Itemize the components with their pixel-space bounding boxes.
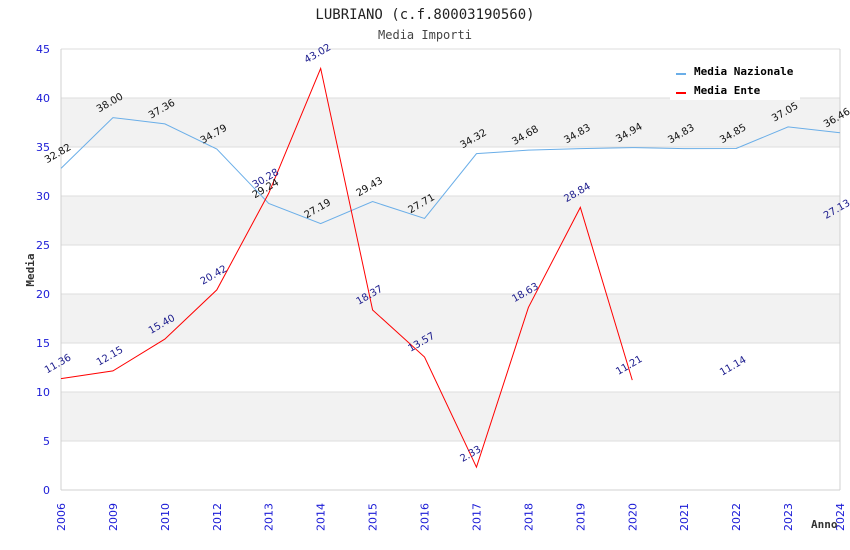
x-tick-label: 2014 (315, 503, 328, 531)
x-tick-label: 2023 (782, 503, 795, 531)
gridlines (61, 48, 840, 442)
grid-bands (61, 49, 840, 490)
y-axis-label: Media (24, 253, 37, 286)
grid-band (61, 245, 840, 294)
y-tick-label: 15 (36, 337, 50, 350)
legend: Media Nazionale Media Ente (670, 58, 800, 100)
x-tick-label: 2016 (419, 503, 432, 531)
y-tick-label: 45 (36, 43, 50, 56)
x-tick-label: 2012 (211, 503, 224, 531)
grid-band (61, 294, 840, 343)
y-tick-label: 0 (43, 484, 50, 497)
grid-band (61, 343, 840, 392)
y-tick-labels: 0 5 10 15 20 25 30 35 40 45 (36, 43, 50, 497)
x-tick-label: 2010 (159, 503, 172, 531)
series-lines (60, 66, 841, 469)
y-tick-label: 10 (36, 386, 50, 399)
x-tick-label: 2017 (470, 503, 483, 531)
series-line-media-nazionale (60, 117, 841, 225)
x-tick-labels: 2006 2009 2010 2012 2013 2014 2015 2016 2017 2018… (55, 503, 847, 531)
x-tick-label: 2013 (263, 503, 276, 531)
series-line-media-ente (60, 66, 633, 469)
chart-subtitle: Media Importi (378, 28, 472, 42)
y-tick-label: 20 (36, 288, 50, 301)
x-tick-label: 2021 (678, 503, 691, 531)
y-tick-label: 30 (36, 190, 50, 203)
chart-title: LUBRIANO (c.f.80003190560) (315, 7, 534, 23)
y-tick-label: 40 (36, 92, 50, 105)
grid-band (61, 147, 840, 196)
x-tick-label: 2015 (367, 503, 380, 531)
y-tick-label: 35 (36, 141, 50, 154)
x-tick-label: 2022 (730, 503, 743, 531)
x-tick-label: 2024 (834, 503, 847, 531)
legend-label-media-ente: Media Ente (694, 84, 761, 97)
grid-band (61, 441, 840, 490)
x-tick-label: 2018 (522, 503, 535, 531)
legend-label-media-nazionale: Media Nazionale (694, 65, 794, 78)
grid-band (61, 98, 840, 147)
x-tick-label: 2009 (107, 503, 120, 531)
y-tick-label: 5 (43, 435, 50, 448)
grid-band (61, 392, 840, 441)
y-tick-label: 25 (36, 239, 50, 252)
grid-band (61, 196, 840, 245)
legend-background (670, 58, 800, 100)
x-tick-label: 2019 (574, 503, 587, 531)
x-tick-label: 2006 (55, 503, 68, 531)
x-axis-label: Anno (811, 518, 838, 531)
x-tick-label: 2020 (626, 503, 639, 531)
